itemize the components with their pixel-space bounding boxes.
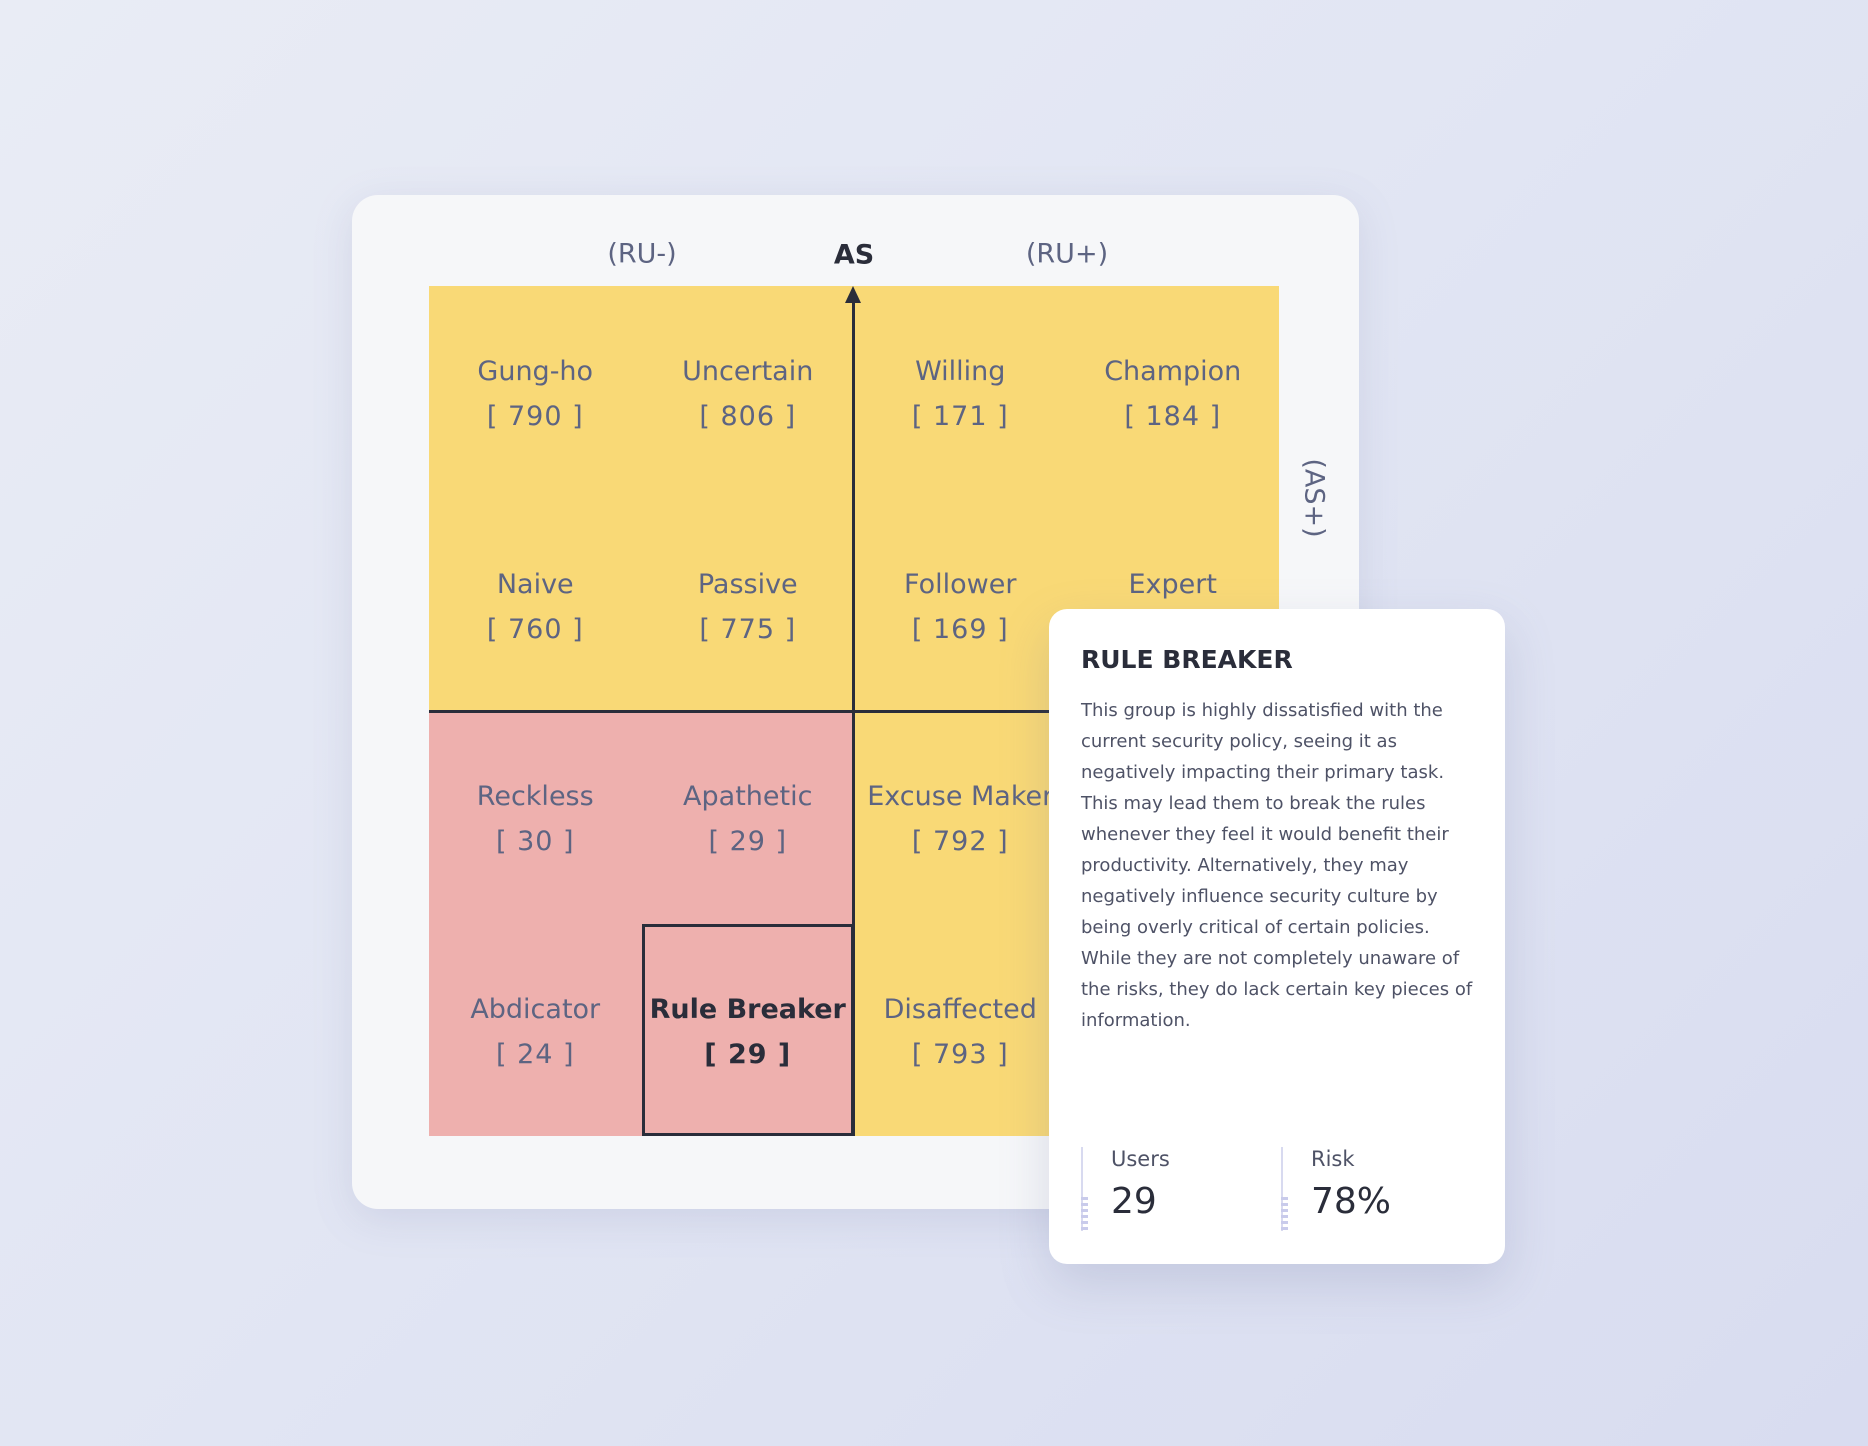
vertical-axis	[852, 296, 855, 1136]
segment-name: Follower	[904, 568, 1017, 600]
segment-count: [ 184 ]	[1124, 401, 1222, 432]
segment-count: [ 24 ]	[495, 1038, 575, 1070]
segment-cell-uncertain[interactable]: Uncertain [ 806 ]	[641, 286, 854, 499]
risk-value: 78%	[1311, 1181, 1392, 1222]
segment-count: [ 29 ]	[708, 826, 788, 857]
segment-name: Naive	[496, 568, 574, 600]
segment-cell-excuse-maker[interactable]: Excuse Maker [ 792 ]	[854, 711, 1067, 924]
risk-marker-icon	[1281, 1197, 1288, 1231]
segment-name: Passive	[697, 568, 798, 600]
users-marker-icon	[1081, 1197, 1088, 1231]
segment-count: [ 29 ]	[704, 1038, 792, 1070]
detail-title: RULE BREAKER	[1081, 645, 1293, 674]
segment-name: Reckless	[476, 781, 594, 812]
segment-cell-champion[interactable]: Champion [ 184 ]	[1066, 286, 1279, 499]
segment-cell-disaffected[interactable]: Disaffected [ 793 ]	[854, 923, 1067, 1136]
segment-name: Rule Breaker	[649, 993, 846, 1025]
segment-count: [ 171 ]	[911, 401, 1009, 432]
segment-cell-follower[interactable]: Follower [ 169 ]	[854, 498, 1067, 711]
segment-count: [ 169 ]	[911, 613, 1009, 645]
segment-count: [ 775 ]	[699, 613, 797, 645]
segment-name: Gung-ho	[477, 356, 594, 387]
segment-cell-reckless[interactable]: Reckless [ 30 ]	[429, 711, 642, 924]
segment-count: [ 760 ]	[486, 613, 584, 645]
users-label: Users	[1111, 1147, 1170, 1171]
segment-name: Excuse Maker	[867, 781, 1054, 812]
risk-label: Risk	[1311, 1147, 1355, 1171]
horizontal-axis	[429, 710, 1279, 713]
axis-label-as: AS	[833, 239, 875, 271]
segment-cell-gung-ho[interactable]: Gung-ho [ 790 ]	[429, 286, 642, 499]
segment-cell-passive[interactable]: Passive [ 775 ]	[641, 498, 854, 711]
segment-name: Abdicator	[470, 993, 601, 1025]
axis-label-ru-plus: (RU+)	[1025, 238, 1109, 270]
axis-label-ru-minus: (RU-)	[607, 238, 677, 270]
segment-count: [ 792 ]	[911, 826, 1009, 857]
segment-name: Willing	[915, 356, 1006, 387]
segment-count: [ 790 ]	[486, 401, 584, 432]
users-stat: Users 29	[1081, 1147, 1170, 1231]
segment-name: Disaffected	[883, 993, 1037, 1025]
segment-name: Expert	[1128, 568, 1217, 600]
segment-name: Apathetic	[683, 781, 813, 812]
segment-cell-naive[interactable]: Naive [ 760 ]	[429, 498, 642, 711]
arrow-up-icon	[845, 286, 861, 303]
axis-label-as-plus: (AS+)	[1298, 458, 1330, 538]
detail-description: This group is highly dissatisfied with t…	[1081, 700, 1473, 1031]
segment-detail-card: RULE BREAKER This group is highly dissat…	[1049, 609, 1505, 1264]
segment-count: [ 793 ]	[911, 1038, 1009, 1070]
segment-cell-apathetic[interactable]: Apathetic [ 29 ]	[641, 711, 854, 924]
segment-cell-willing[interactable]: Willing [ 171 ]	[854, 286, 1067, 499]
risk-stat: Risk 78%	[1281, 1147, 1391, 1231]
segment-cell-rule-breaker[interactable]: Rule Breaker [ 29 ]	[641, 923, 854, 1136]
segment-name: Uncertain	[682, 356, 814, 387]
users-value: 29	[1111, 1181, 1157, 1222]
segment-count: [ 30 ]	[495, 826, 575, 857]
segment-cell-abdicator[interactable]: Abdicator [ 24 ]	[429, 923, 642, 1136]
segment-name: Champion	[1104, 356, 1242, 387]
segment-count: [ 806 ]	[699, 401, 797, 432]
